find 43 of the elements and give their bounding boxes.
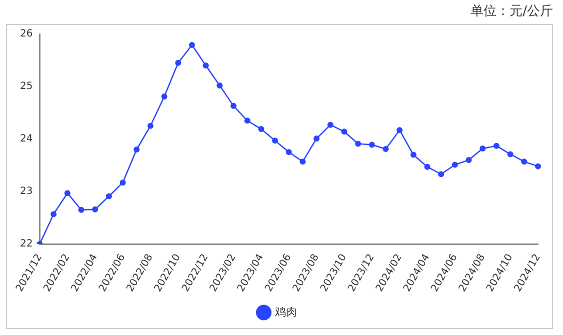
point	[341, 128, 348, 135]
point	[147, 122, 154, 129]
y-tick-label: 22	[20, 238, 33, 250]
point	[50, 211, 57, 218]
point	[258, 126, 264, 132]
point	[355, 140, 362, 147]
point	[368, 142, 375, 148]
point	[64, 190, 70, 196]
point	[410, 152, 416, 158]
point	[424, 164, 430, 170]
y-tick-label: 25	[20, 81, 33, 92]
point	[92, 206, 98, 212]
point	[466, 157, 472, 164]
point	[314, 135, 320, 142]
point	[300, 158, 306, 165]
point	[396, 127, 403, 134]
point	[244, 118, 250, 124]
y-tick-label: 24	[20, 134, 33, 145]
point	[438, 171, 444, 178]
point	[78, 206, 84, 213]
point	[382, 146, 389, 152]
point	[216, 82, 223, 88]
text: 单位：元/公斤	[470, 4, 553, 19]
point	[272, 138, 278, 144]
point	[188, 42, 195, 48]
point	[521, 158, 528, 165]
point	[106, 193, 112, 200]
point	[230, 102, 236, 109]
point	[327, 122, 334, 128]
y-tick-label: 26	[20, 28, 33, 40]
legend-label: 鸡肉	[274, 305, 297, 318]
point	[493, 142, 500, 149]
point	[175, 60, 182, 66]
y-tick-label: 23	[20, 186, 33, 198]
point	[480, 145, 486, 152]
point	[535, 163, 541, 170]
point	[286, 149, 292, 156]
point	[161, 93, 168, 100]
point	[452, 162, 458, 168]
point	[134, 146, 140, 153]
point	[507, 151, 514, 158]
point	[120, 180, 126, 186]
point	[202, 62, 209, 69]
